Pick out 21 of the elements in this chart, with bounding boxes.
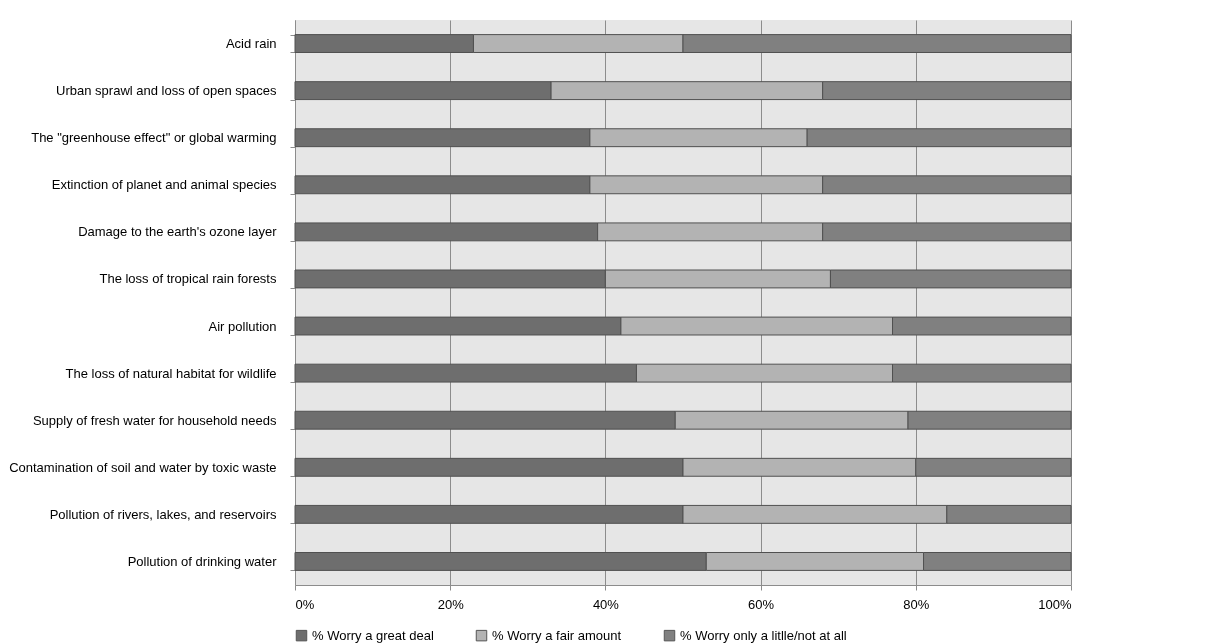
legend-label: % Worry only a litlle/not at all bbox=[680, 627, 847, 643]
legend-label: % Worry a fair amount bbox=[492, 627, 622, 643]
y-tick-label: Air pollution bbox=[208, 318, 277, 334]
y-tick-label: Extinction of planet and animal species bbox=[51, 177, 277, 193]
y-tick-label: The loss of natural habitat for wildlife bbox=[65, 365, 277, 381]
y-tick-label: Urban sprawl and loss of open spaces bbox=[56, 83, 277, 99]
y-tick-label: Pollution of rivers, lakes, and reservoirs bbox=[49, 506, 277, 522]
x-tick-label: 80% bbox=[903, 596, 930, 612]
y-tick-label: Acid rain bbox=[225, 36, 277, 52]
x-tick-label: 40% bbox=[592, 596, 620, 612]
y-tick-label: Damage to the earth's ozone layer bbox=[78, 224, 278, 240]
x-tick-label: 20% bbox=[437, 596, 465, 612]
y-tick-label: The "greenhouse effect" or global warming bbox=[31, 130, 277, 146]
x-tick-label: 60% bbox=[748, 596, 775, 612]
y-tick-label: Pollution of drinking water bbox=[127, 553, 278, 569]
x-tick-label: 100% bbox=[1038, 596, 1072, 612]
legend-label: % Worry a great deal bbox=[312, 627, 434, 643]
x-tick-label: 0% bbox=[295, 596, 315, 612]
y-tick-label: The loss of tropical rain forests bbox=[99, 271, 277, 287]
y-tick-label: Supply of fresh water for household needs bbox=[32, 412, 277, 428]
y-tick-label: Contamination of soil and water by toxic waste bbox=[9, 459, 277, 475]
